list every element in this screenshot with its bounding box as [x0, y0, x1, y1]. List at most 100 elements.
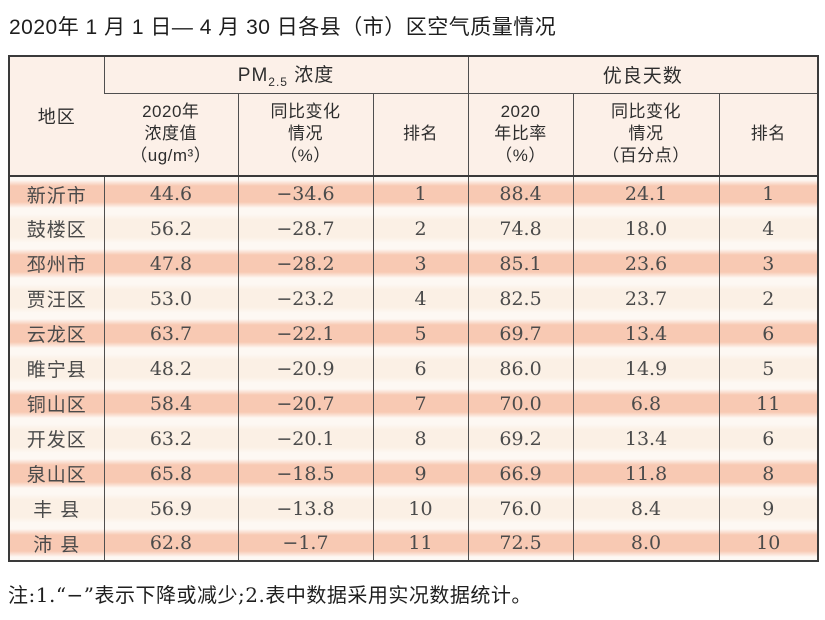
value-cell: −28.7 [237, 211, 373, 246]
value-cell: 14.9 [572, 351, 720, 386]
value-cell: 9 [372, 456, 469, 491]
value-cell: 65.8 [103, 456, 238, 491]
region-cell: 睢宁县 [9, 351, 104, 386]
value-cell: 3 [372, 246, 469, 281]
header-gooddays-yoy: 同比变化 情况 （百分点） [572, 93, 720, 177]
value-cell: 4 [718, 211, 819, 246]
value-cell: 69.2 [467, 421, 574, 456]
sub-header-row: 2020年 浓度值 （ug/m³） 同比变化 情况 （%） 排名 2020 年比… [9, 93, 819, 177]
value-cell: −13.8 [237, 491, 373, 526]
value-cell: 88.4 [467, 176, 574, 211]
value-cell: 1 [718, 176, 819, 211]
region-cell: 新沂市 [9, 176, 104, 211]
table-body: 新沂市 44.6 −34.6 1 88.4 24.1 1 鼓楼区 56.2 −28.7 2 74.8 1… [9, 176, 819, 561]
header-region: 地区 [9, 56, 104, 177]
table-row: 贾汪区 53.0 −23.2 4 82.5 23.7 2 [9, 281, 819, 316]
value-cell: 9 [718, 491, 819, 526]
value-cell: 8.0 [572, 526, 720, 561]
value-cell: 66.9 [467, 456, 574, 491]
value-cell: 3 [718, 246, 819, 281]
table-row: 邳州市 47.8 −28.2 3 85.1 23.6 3 [9, 246, 819, 281]
value-cell: 48.2 [103, 351, 238, 386]
value-cell: −23.2 [237, 281, 373, 316]
value-cell: −20.7 [237, 386, 373, 421]
value-cell: 63.2 [103, 421, 238, 456]
value-cell: 69.7 [467, 316, 574, 351]
pm25-suffix: 浓度 [287, 65, 335, 87]
header-good-days-group: 优良天数 [467, 56, 819, 94]
value-cell: 1 [372, 176, 469, 211]
page-title: 2020年 1 月 1 日— 4 月 30 日各县（市）区空气质量情况 [9, 16, 557, 39]
value-cell: −18.5 [237, 456, 373, 491]
table-row: 鼓楼区 56.2 −28.7 2 74.8 18.0 4 [9, 211, 819, 246]
value-cell: −20.9 [237, 351, 373, 386]
value-cell: 7 [372, 386, 469, 421]
table-header: 地区 PM2.5 浓度 优良天数 2020年 浓度值 （ug/m³） 同比变化 … [9, 56, 819, 177]
value-cell: 18.0 [572, 211, 720, 246]
header-gooddays-rank: 排名 [718, 93, 819, 177]
value-cell: 74.8 [467, 211, 574, 246]
table-row: 睢宁县 48.2 −20.9 6 86.0 14.9 5 [9, 351, 819, 386]
region-cell: 云龙区 [9, 316, 104, 351]
header-pm25-yoy-change: 同比变化 情况 （%） [237, 93, 373, 177]
table-row: 云龙区 63.7 −22.1 5 69.7 13.4 6 [9, 316, 819, 351]
value-cell: 62.8 [103, 526, 238, 561]
value-cell: 58.4 [103, 386, 238, 421]
value-cell: −20.1 [237, 421, 373, 456]
table-row: 泉山区 65.8 −18.5 9 66.9 11.8 8 [9, 456, 819, 491]
value-cell: 6.8 [572, 386, 720, 421]
value-cell: 86.0 [467, 351, 574, 386]
region-cell: 鼓楼区 [9, 211, 104, 246]
table-row: 沛 县 62.8 −1.7 11 72.5 8.0 10 [9, 526, 819, 561]
value-cell: 56.2 [103, 211, 238, 246]
value-cell: 47.8 [103, 246, 238, 281]
value-cell: 2 [372, 211, 469, 246]
value-cell: 63.7 [103, 316, 238, 351]
value-cell: 4 [372, 281, 469, 316]
region-cell: 贾汪区 [9, 281, 104, 316]
value-cell: 10 [718, 526, 819, 561]
value-cell: −22.1 [237, 316, 373, 351]
value-cell: −28.2 [237, 246, 373, 281]
value-cell: 5 [372, 316, 469, 351]
value-cell: 70.0 [467, 386, 574, 421]
value-cell: 8 [718, 456, 819, 491]
value-cell: 85.1 [467, 246, 574, 281]
value-cell: 8.4 [572, 491, 720, 526]
value-cell: 5 [718, 351, 819, 386]
value-cell: 8 [372, 421, 469, 456]
value-cell: 11 [372, 526, 469, 561]
pm25-subscript: 2.5 [268, 75, 288, 90]
value-cell: 56.9 [103, 491, 238, 526]
value-cell: −1.7 [237, 526, 373, 561]
value-cell: 72.5 [467, 526, 574, 561]
header-pm25-rank: 排名 [372, 93, 469, 177]
value-cell: 23.7 [572, 281, 720, 316]
header-gooddays-ratio: 2020 年比率 （%） [467, 93, 574, 177]
value-cell: 82.5 [467, 281, 574, 316]
value-cell: 13.4 [572, 421, 720, 456]
value-cell: 6 [372, 351, 469, 386]
region-cell: 丰 县 [9, 491, 104, 526]
value-cell: 2 [718, 281, 819, 316]
value-cell: 13.4 [572, 316, 720, 351]
footnote: 注:1.“−”表示下降或减少;2.表中数据采用实况数据统计。 [8, 583, 532, 607]
table-row: 铜山区 58.4 −20.7 7 70.0 6.8 11 [9, 386, 819, 421]
value-cell: −34.6 [237, 176, 373, 211]
region-cell: 开发区 [9, 421, 104, 456]
value-cell: 23.6 [572, 246, 720, 281]
table-row: 新沂市 44.6 −34.6 1 88.4 24.1 1 [9, 176, 819, 211]
value-cell: 53.0 [103, 281, 238, 316]
region-cell: 泉山区 [9, 456, 104, 491]
value-cell: 11.8 [572, 456, 720, 491]
region-cell: 沛 县 [9, 526, 104, 561]
value-cell: 44.6 [103, 176, 238, 211]
value-cell: 11 [718, 386, 819, 421]
table-row: 丰 县 56.9 −13.8 10 76.0 8.4 9 [9, 491, 819, 526]
header-pm25-2020-value: 2020年 浓度值 （ug/m³） [104, 93, 238, 177]
value-cell: 6 [718, 421, 819, 456]
value-cell: 76.0 [467, 491, 574, 526]
pm25-prefix: PM [237, 65, 269, 87]
value-cell: 10 [372, 491, 469, 526]
table-row: 开发区 63.2 −20.1 8 69.2 13.4 6 [9, 421, 819, 456]
